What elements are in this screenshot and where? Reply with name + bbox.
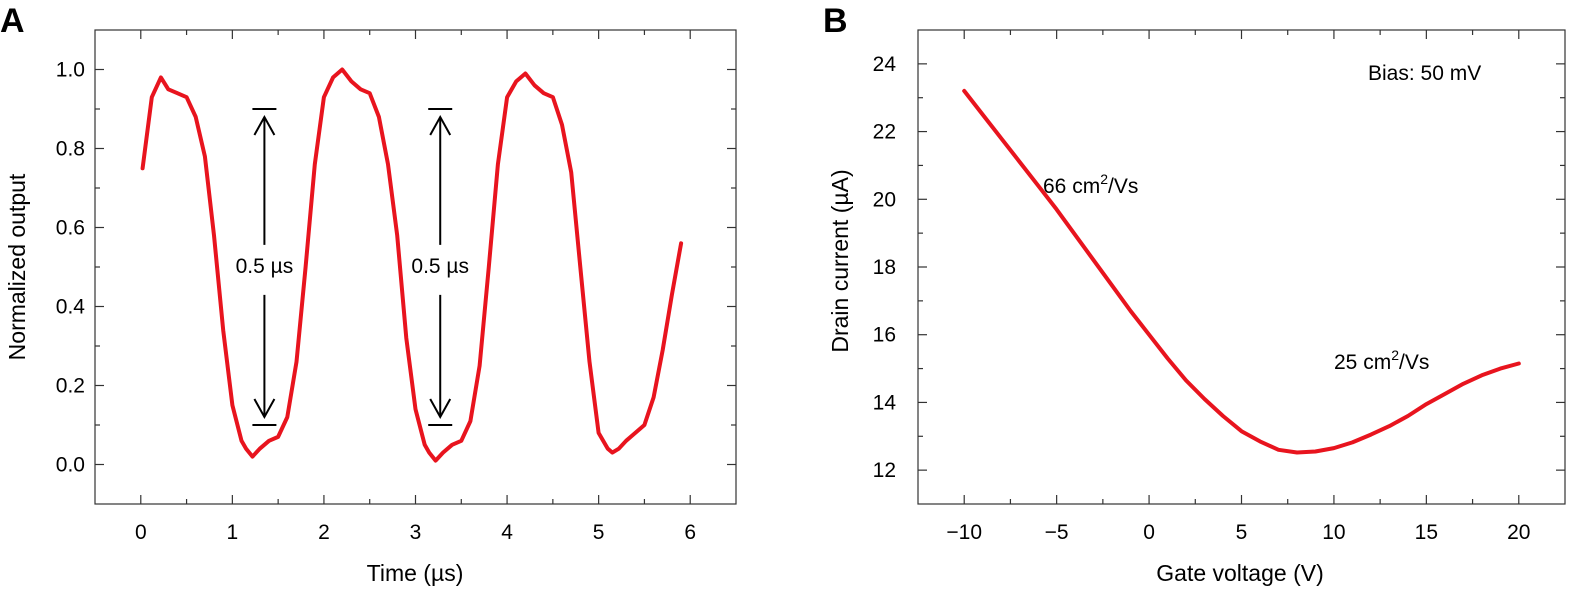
y-tick-label: 0.6 [56,217,85,240]
panel-a-letter: A [0,2,25,40]
x-tick-label: 5 [593,521,605,544]
y-tick-label: 1.0 [56,59,85,82]
panel-b-mobility-high-text: 66 cm [1043,175,1100,198]
annotation-arrowhead-up [253,114,276,136]
annotation-label: 0.5 µs [236,255,294,278]
panel-b-mobility-high-sup: 2 [1100,171,1108,187]
y-tick-label: 0.8 [56,138,85,161]
panel-b-mobility-label-high: 66 cm2/Vs [1043,171,1138,198]
x-tick-label: 1 [227,521,239,544]
panel-a-series-line [140,67,684,463]
panel-b-x-axis-label: Gate voltage (V) [1156,560,1323,586]
panel-b-mobility-low-sup: 2 [1391,347,1399,363]
panel-b-bias-label: Bias: 50 mV [1368,62,1481,85]
panel-a-y-axis-label: Normalized output [4,173,30,360]
panel-b-mobility-low-tail: /Vs [1399,351,1429,374]
panel-b-ticks [918,30,1565,504]
x-tick-label: 15 [1415,521,1438,544]
y-tick-label: 0.4 [56,296,86,319]
annotation-arrowhead-down [253,398,276,420]
y-tick-label: 24 [873,53,897,76]
panel-b-x-tick-labels: −10 −5 0 5 10 15 20 [946,521,1530,544]
panel-a-x-tick-labels: 0 1 2 3 4 5 6 [135,521,696,544]
x-tick-label: −5 [1045,521,1069,544]
panel-b-series-line [962,88,1521,455]
panel-b-y-axis-label: Drain current (µA) [827,169,853,352]
duration-annotation-1: 0.5 µs [236,108,294,426]
x-tick-label: 6 [684,521,696,544]
x-tick-label: 0 [1143,521,1155,544]
x-tick-label: 5 [1236,521,1248,544]
x-tick-label: −10 [946,521,982,544]
panel-a-annotations: 0.5 µs 0.5 µs [236,108,469,426]
panel-a-y-tick-labels: 0.0 0.2 0.4 0.6 0.8 1.0 [56,59,86,477]
y-tick-label: 12 [873,459,896,482]
annotation-label: 0.5 µs [411,255,469,278]
panel-b-letter: B [823,2,848,40]
panel-b-mobility-low-text: 25 cm [1334,351,1391,374]
annotation-arrowhead-up [429,114,452,136]
x-tick-label: 3 [410,521,422,544]
panel-a-ticks [95,30,736,504]
x-tick-label: 20 [1507,521,1530,544]
y-tick-label: 22 [873,121,896,144]
annotation-arrowhead-down [429,398,452,420]
y-tick-label: 14 [873,391,897,414]
y-tick-label: 16 [873,324,896,347]
y-tick-label: 20 [873,188,896,211]
duration-annotation-2: 0.5 µs [411,108,469,426]
panel-a-x-axis-label: Time (µs) [367,560,464,586]
x-tick-label: 10 [1322,521,1345,544]
y-tick-label: 0.2 [56,375,85,398]
panel-b-mobility-high-tail: /Vs [1108,175,1138,198]
y-tick-label: 18 [873,256,896,279]
y-tick-label: 0.0 [56,454,85,477]
x-tick-label: 4 [501,521,513,544]
panel-b-mobility-label-low: 25 cm2/Vs [1334,347,1429,374]
x-tick-label: 0 [135,521,147,544]
panel-b-y-tick-labels: 12 14 16 18 20 22 24 [873,53,897,482]
x-tick-label: 2 [318,521,330,544]
